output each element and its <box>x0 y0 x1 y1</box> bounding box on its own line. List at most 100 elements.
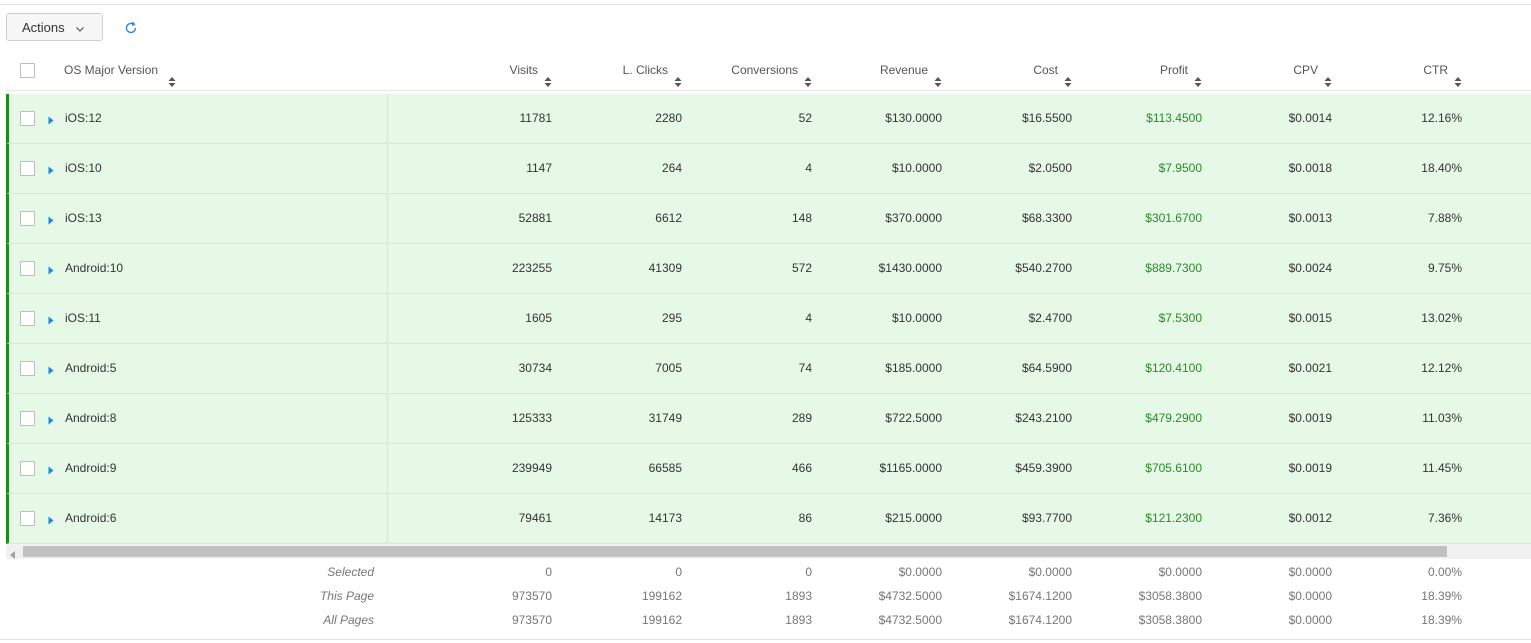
summary-cpv: $0.0000 <box>1288 565 1332 579</box>
table-row[interactable]: iOS:10 1147 264 4 $10.0000 $2.0500 $7.9500 $0.0… <box>6 144 1531 194</box>
sort-icon[interactable] <box>674 64 682 87</box>
summary-profit: $0.0000 <box>1158 565 1202 579</box>
table-row[interactable]: iOS:13 52881 6612 148 $370.0000 $68.3300 $301.… <box>6 194 1531 244</box>
table-row[interactable]: Android:9 239949 66585 466 $1165.0000 $459.39… <box>6 444 1531 494</box>
scroll-left-arrow-icon[interactable] <box>10 548 16 559</box>
table-row[interactable]: Android:8 125333 31749 289 $722.5000 $243.210… <box>6 394 1531 444</box>
cell-profit: $7.5300 <box>1158 311 1202 325</box>
summary-lclicks: 199162 <box>641 613 682 627</box>
cell-conversions: 52 <box>798 111 812 125</box>
cell-visits: 52881 <box>518 211 552 225</box>
column-header-profit[interactable]: Profit <box>1096 50 1202 90</box>
caret-right-icon[interactable] <box>48 314 54 325</box>
row-checkbox[interactable] <box>20 511 35 526</box>
table-row[interactable]: Android:10 223255 41309 572 $1430.0000 $540.2… <box>6 244 1531 294</box>
cell-lclicks: 295 <box>661 311 682 325</box>
actions-dropdown-button[interactable]: Actions <box>6 13 103 41</box>
os-version-name: Android:5 <box>65 361 117 375</box>
row-checkbox[interactable] <box>20 411 35 426</box>
column-divider <box>387 194 388 243</box>
summary-row: Selected 0 0 0 $0.0000 $0.0000 $0.0000 $0.0000 0… <box>6 562 1531 586</box>
sort-icon[interactable] <box>1454 64 1462 87</box>
table-row[interactable]: Android:6 79461 14173 86 $215.0000 $93.7700 $1… <box>6 494 1531 544</box>
column-header-l-clicks[interactable]: L. Clicks <box>576 50 682 90</box>
cell-cpv: $0.0019 <box>1288 411 1332 425</box>
cell-visits: 1147 <box>526 161 552 175</box>
column-header-cost[interactable]: Cost <box>966 50 1072 90</box>
sort-icon[interactable] <box>1324 64 1332 87</box>
sort-icon[interactable] <box>544 64 552 87</box>
summary-cost: $1674.1200 <box>1008 613 1072 627</box>
caret-right-icon[interactable] <box>48 414 54 425</box>
table-row[interactable]: Android:5 30734 7005 74 $185.0000 $64.5900 $12… <box>6 344 1531 394</box>
sort-icon[interactable] <box>1194 64 1202 87</box>
cell-ctr: 11.45% <box>1422 461 1462 475</box>
cell-lclicks: 6612 <box>655 211 682 225</box>
cell-profit: $479.2900 <box>1145 411 1202 425</box>
row-checkbox[interactable] <box>20 261 35 276</box>
column-header-cpv[interactable]: CPV <box>1226 50 1332 90</box>
cell-lclicks: 14173 <box>648 511 682 525</box>
caret-right-icon[interactable] <box>48 214 54 225</box>
caret-right-icon[interactable] <box>48 264 54 275</box>
cell-visits: 239949 <box>511 461 552 475</box>
table-row[interactable]: iOS:12 11781 2280 52 $130.0000 $16.5500 $113.4… <box>6 94 1531 144</box>
caret-right-icon[interactable] <box>48 364 54 375</box>
column-header-visits[interactable]: Visits <box>446 50 552 90</box>
column-header-label: CTR <box>1423 63 1448 77</box>
refresh-icon[interactable] <box>123 20 139 36</box>
cell-profit: $301.6700 <box>1145 211 1202 225</box>
column-header-revenue[interactable]: Revenue <box>836 50 942 90</box>
select-all-checkbox[interactable] <box>20 63 35 78</box>
row-checkbox[interactable] <box>20 161 35 176</box>
column-header-label: Revenue <box>879 63 928 77</box>
column-header-os-major-version[interactable]: OS Major Version <box>64 50 176 90</box>
row-checkbox[interactable] <box>20 361 35 376</box>
row-checkbox[interactable] <box>20 311 35 326</box>
scrollbar-thumb[interactable] <box>23 546 1447 557</box>
column-header-ctr[interactable]: CTR <box>1356 50 1462 90</box>
sort-icon[interactable] <box>1064 64 1072 87</box>
caret-right-icon[interactable] <box>48 464 54 475</box>
os-version-name: iOS:11 <box>65 311 101 325</box>
caret-right-icon[interactable] <box>48 514 54 525</box>
column-divider <box>387 94 388 143</box>
cell-ctr: 12.16% <box>1421 111 1462 125</box>
sort-icon[interactable] <box>804 64 812 87</box>
row-checkbox[interactable] <box>20 111 35 126</box>
sort-icon[interactable] <box>934 64 942 87</box>
summary-conversions: 0 <box>805 565 812 579</box>
cell-lclicks: 31749 <box>648 411 682 425</box>
cell-profit: $121.2300 <box>1145 511 1202 525</box>
caret-right-icon[interactable] <box>48 114 54 125</box>
column-header-label: Profit <box>1159 63 1188 77</box>
cell-cpv: $0.0021 <box>1288 361 1332 375</box>
table-row[interactable]: iOS:11 1605 295 4 $10.0000 $2.4700 $7.5300 $0.0… <box>6 294 1531 344</box>
column-header-conversions[interactable]: Conversions <box>696 50 812 90</box>
cell-profit: $113.4500 <box>1146 111 1202 125</box>
chevron-down-icon <box>75 22 85 32</box>
cell-revenue: $1165.0000 <box>879 461 942 475</box>
cell-cpv: $0.0013 <box>1288 211 1332 225</box>
cell-lclicks: 41309 <box>648 261 682 275</box>
cell-cost: $64.5900 <box>1021 361 1072 375</box>
cell-visits: 125333 <box>511 411 552 425</box>
row-checkbox[interactable] <box>20 211 35 226</box>
summary-conversions: 1893 <box>785 589 812 603</box>
cell-cost: $243.2100 <box>1015 411 1072 425</box>
os-version-name: iOS:12 <box>65 111 102 125</box>
summary-footer: Selected 0 0 0 $0.0000 $0.0000 $0.0000 $0.0000 0… <box>6 562 1531 634</box>
cell-revenue: $722.5000 <box>885 411 942 425</box>
report-panel <box>0 4 1531 640</box>
caret-right-icon[interactable] <box>48 164 54 175</box>
os-version-name: iOS:13 <box>65 211 102 225</box>
cell-ctr: 18.40% <box>1421 161 1462 175</box>
cell-cpv: $0.0015 <box>1288 311 1332 325</box>
sort-icon[interactable] <box>168 64 176 87</box>
summary-cpv: $0.0000 <box>1288 613 1332 627</box>
cell-ctr: 11.03% <box>1422 411 1462 425</box>
column-header-label: L. Clicks <box>622 63 668 77</box>
horizontal-scrollbar[interactable] <box>6 544 1531 559</box>
cell-visits: 223255 <box>511 261 552 275</box>
row-checkbox[interactable] <box>20 461 35 476</box>
